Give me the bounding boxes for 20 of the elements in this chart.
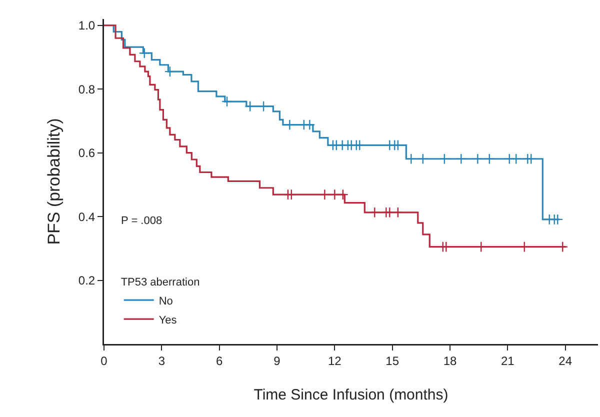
x-tick-label: 9 bbox=[274, 354, 281, 368]
x-tick-label: 6 bbox=[216, 354, 223, 368]
legend-label: Yes bbox=[158, 314, 178, 326]
x-axis-title: Time Since Infusion (months) bbox=[254, 386, 448, 404]
y-axis-title: PFS (probability) bbox=[44, 118, 64, 245]
legend-title: TP53 aberration bbox=[120, 276, 200, 289]
x-tick-label: 15 bbox=[386, 354, 400, 368]
y-tick-label: 0.4 bbox=[78, 210, 96, 224]
y-tick-label: 0.6 bbox=[78, 146, 96, 160]
annotation: P = .008 bbox=[121, 215, 162, 227]
y-tick-label: 0.8 bbox=[78, 82, 96, 96]
x-tick-label: 3 bbox=[158, 354, 166, 368]
y-tick-label: 1.0 bbox=[78, 18, 96, 33]
x-tick-label: 18 bbox=[443, 354, 457, 368]
x-tick-label: 12 bbox=[328, 354, 342, 368]
x-tick-label: 24 bbox=[558, 354, 572, 368]
x-tick-label: 21 bbox=[500, 354, 515, 368]
x-tick-label: 0 bbox=[100, 354, 108, 368]
y-tick-label: 0.2 bbox=[78, 273, 96, 288]
legend-label: No bbox=[158, 295, 173, 308]
